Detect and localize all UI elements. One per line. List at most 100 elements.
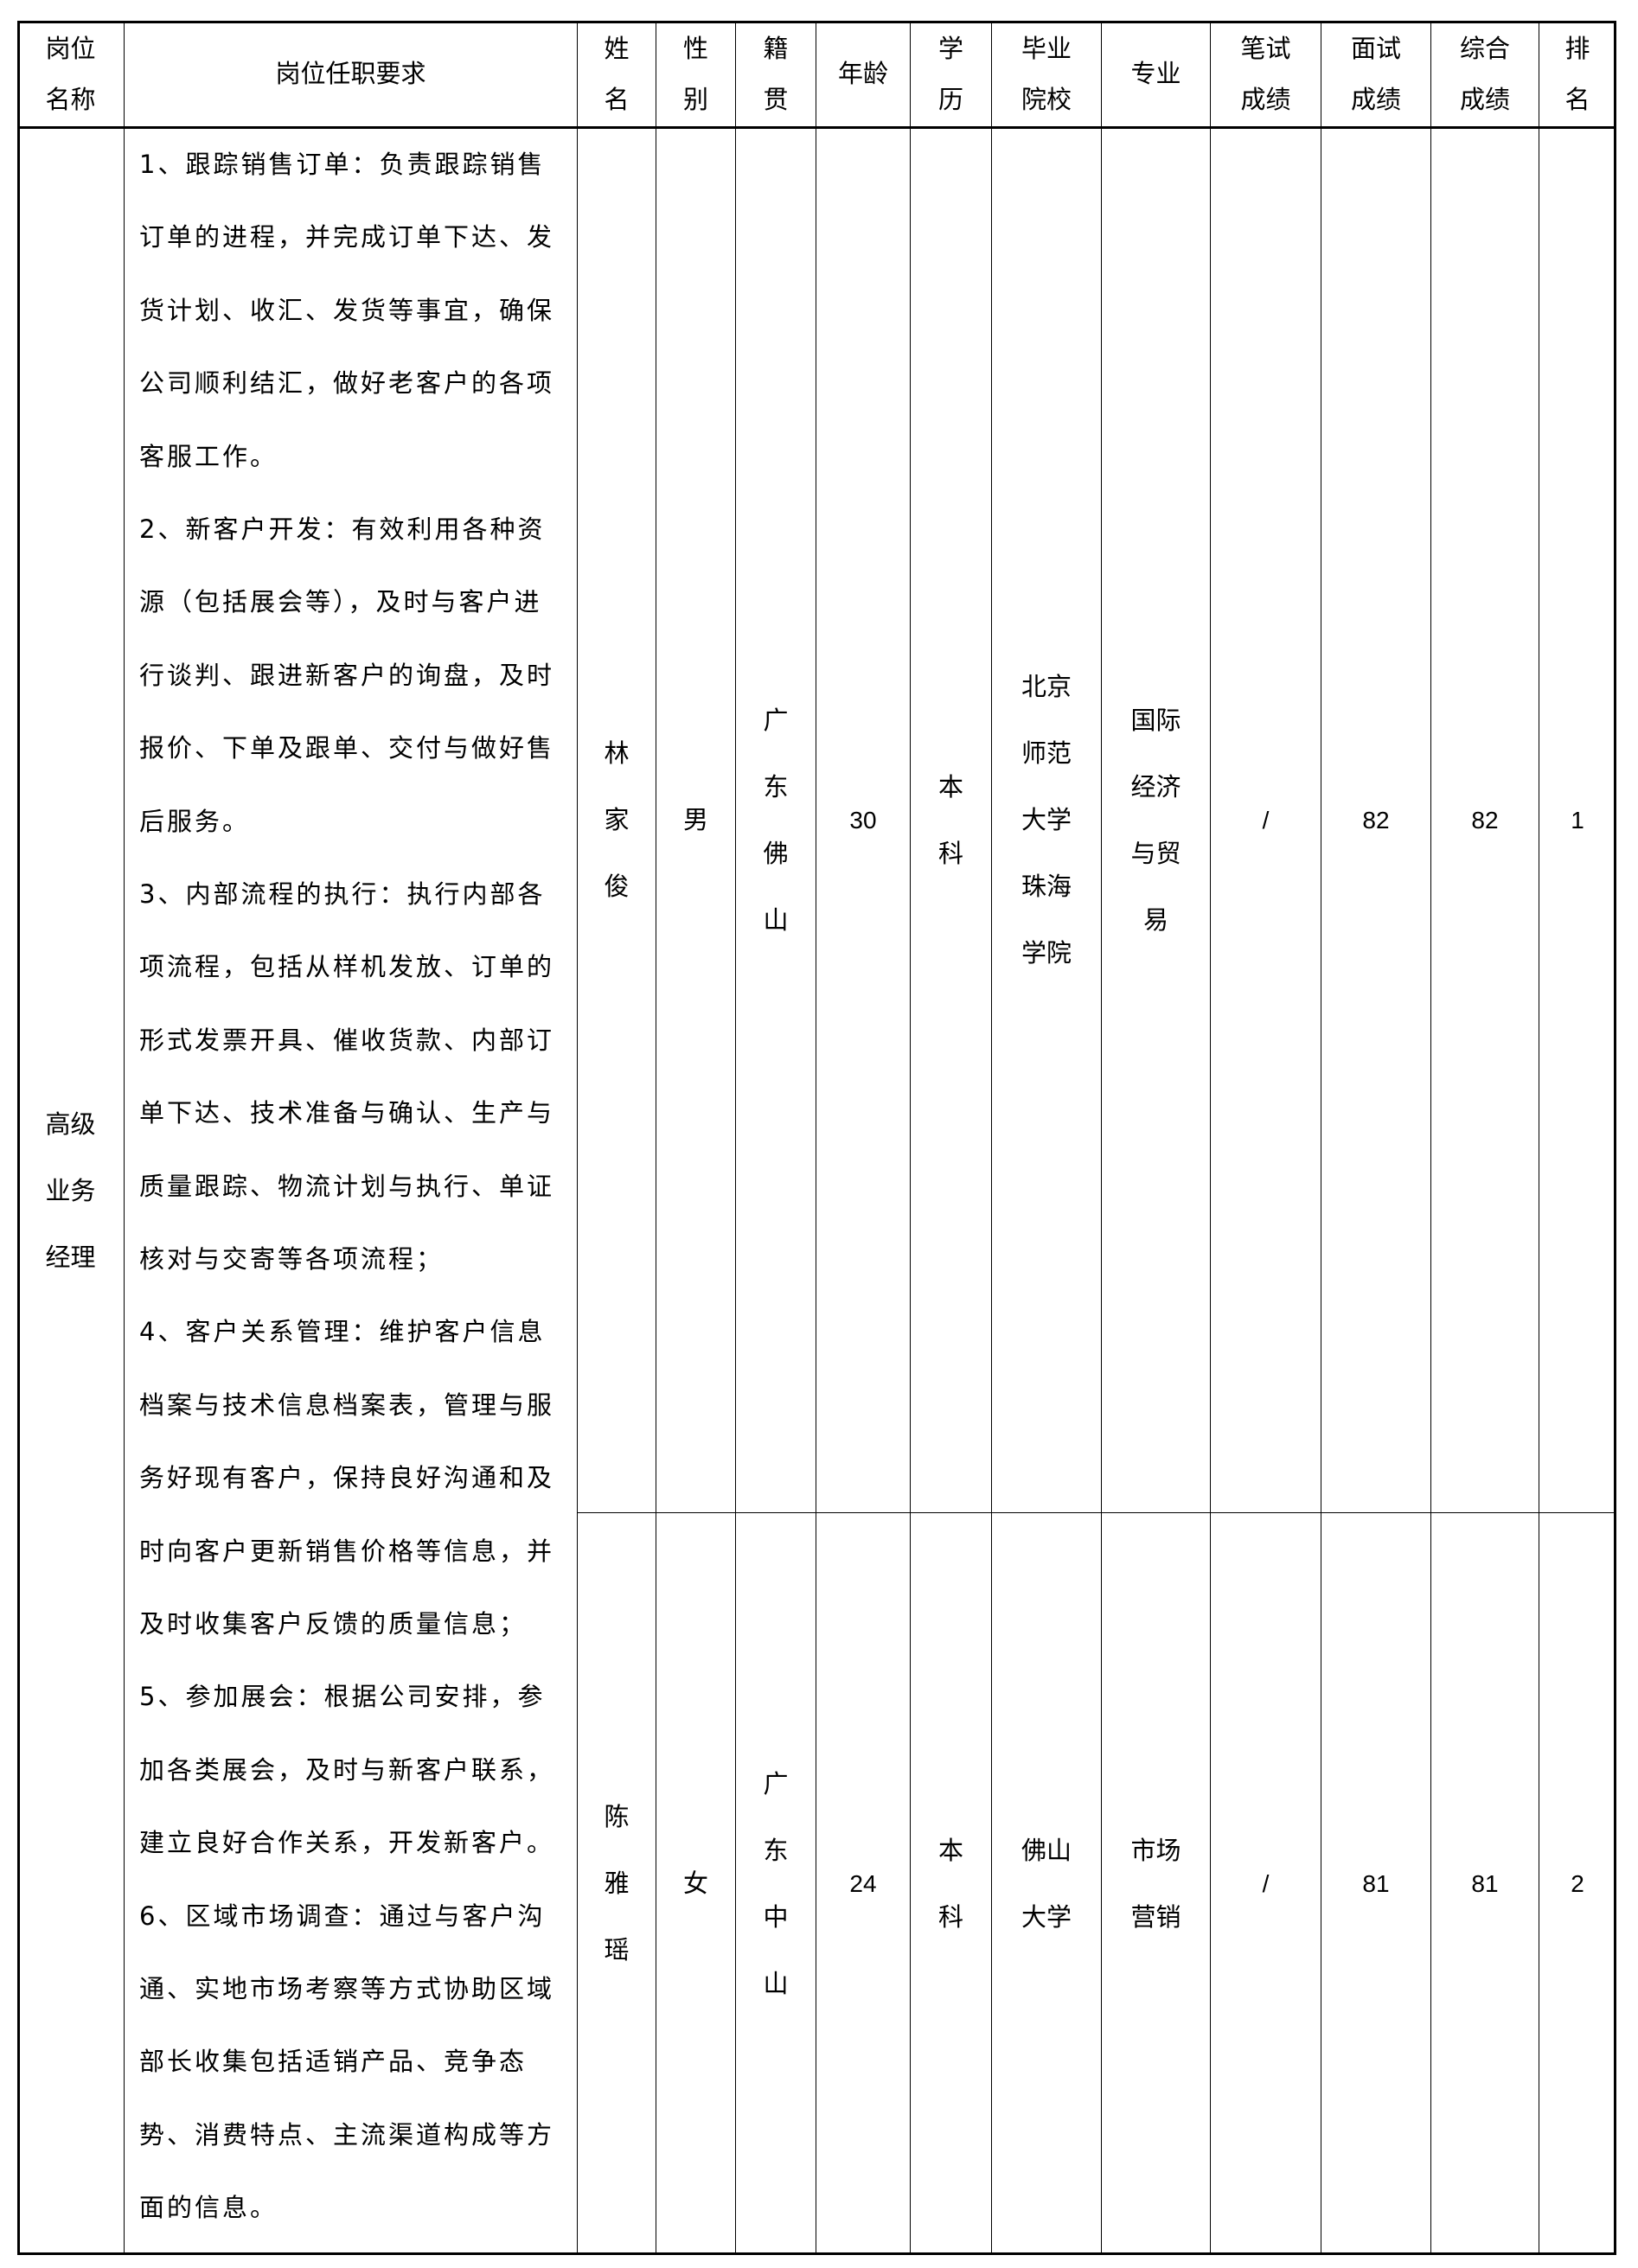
requirement-line: 5、参加展会：根据公司安排，参: [139, 1682, 546, 1712]
requirement-line: 务好现有客户，保持良好沟通和及: [139, 1463, 555, 1493]
row-1-major-text: 易: [1142, 904, 1168, 935]
header-job-requirements: 岗位任职要求: [125, 21, 578, 128]
row-2-gender-text: 女: [682, 1869, 708, 1898]
row-2-name-text: 瑶: [604, 1935, 630, 1965]
row-1-major-text: 国际: [1130, 705, 1181, 735]
requirement-line: 客服工作。: [139, 441, 278, 471]
requirement-line: 势、消费特点、主流渠道构成等方: [139, 2119, 555, 2150]
header-interview-score-text: 成绩: [1350, 84, 1401, 114]
position-cell-text: 高级: [45, 1109, 96, 1139]
row-2-origin-text: 广: [763, 1768, 789, 1798]
row-1-school: 北京 师范 大学 珠海 学院: [992, 128, 1102, 1513]
requirement-line: 核对与交寄等各项流程；: [139, 1244, 445, 1274]
row-2-education-text: 科: [937, 1901, 963, 1932]
header-age-text: 年龄: [837, 59, 888, 88]
row-1-major-text: 经济: [1130, 771, 1181, 802]
header-education-text: 历: [937, 84, 963, 114]
row-2-major-text: 市场: [1130, 1835, 1181, 1865]
requirement-line: 形式发票开具、催收货款、内部订: [139, 1025, 555, 1055]
header-education-text: 学: [937, 33, 963, 63]
requirement-line: 通、实地市场考察等方式协助区域: [139, 1974, 555, 2003]
header-written-score-text: 成绩: [1240, 84, 1291, 114]
row-2-written-text: /: [1262, 1870, 1270, 1897]
row-1-name-text: 林: [604, 738, 630, 768]
header-name-text: 姓: [604, 33, 630, 63]
header-position-name-text: 名称: [45, 84, 96, 114]
requirement-line: 订单的进程，并完成订单下达、发: [139, 222, 555, 252]
row-2-education-text: 本: [937, 1835, 963, 1865]
row-2-school-text: 佛山: [1021, 1835, 1072, 1865]
header-education: 学历: [911, 21, 992, 128]
row-1-school-text: 大学: [1021, 805, 1072, 834]
row-1-origin-text: 山: [763, 904, 789, 935]
row-2-major-text: 营销: [1130, 1901, 1181, 1932]
row-1-written: /: [1211, 128, 1321, 1513]
requirement-line: 后服务。: [139, 806, 251, 836]
row-2-age: 24: [816, 1513, 911, 2255]
row-1-total: 82: [1431, 128, 1539, 1513]
row-1-written-text: /: [1262, 807, 1270, 834]
requirement-line: 项流程，包括从样机发放、订单的: [139, 952, 555, 982]
header-position-name: 岗位 名称: [17, 21, 125, 128]
requirement-line: 建立良好合作关系，开发新客户。: [139, 1828, 555, 1858]
row-1-origin-text: 佛: [763, 838, 789, 868]
header-origin-text: 籍: [763, 33, 789, 63]
row-2-name-text: 雅: [604, 1869, 630, 1898]
header-name: 姓名: [578, 21, 656, 128]
requirement-line: 4、客户关系管理：维护客户信息: [139, 1317, 546, 1347]
row-1-education-text: 科: [937, 838, 963, 868]
position-cell-text: 业务: [45, 1176, 96, 1205]
header-written-score-text: 笔试: [1240, 33, 1291, 63]
header-school-text: 毕业: [1021, 33, 1072, 63]
row-2-origin-text: 中: [763, 1901, 789, 1932]
header-rank: 排名: [1539, 21, 1616, 128]
requirement-line: 质量跟踪、物流计划与执行、单证: [139, 1171, 555, 1201]
row-1-origin-text: 东: [763, 771, 789, 802]
row-1-gender-text: 男: [682, 805, 708, 834]
requirement-line: 加各类展会，及时与新客户联系，: [139, 1754, 555, 1785]
row-2-origin-text: 东: [763, 1835, 789, 1865]
header-major: 专业: [1102, 21, 1211, 128]
row-1-name-text: 俊: [604, 872, 630, 901]
header-written-score: 笔试 成绩: [1211, 21, 1321, 128]
row-2-origin-text: 山: [763, 1968, 789, 1998]
header-school-text: 院校: [1021, 84, 1072, 114]
row-2-interview: 81: [1321, 1513, 1431, 2255]
row-1-total-text: 82: [1471, 807, 1499, 834]
requirement-line: 面的信息。: [139, 2193, 278, 2223]
row-2-gender: 女: [656, 1513, 736, 2255]
row-1-origin: 广东佛山: [736, 128, 816, 1513]
row-1-interview: 82: [1321, 128, 1431, 1513]
row-1-major-text: 与贸: [1130, 838, 1181, 868]
row-2-name-text: 陈: [604, 1802, 630, 1831]
requirement-line: 行谈判、跟进新客户的询盘，及时: [139, 660, 555, 690]
requirement-line: 货计划、收汇、发货等事宜，确保: [139, 295, 555, 325]
row-1-rank: 1: [1539, 128, 1616, 1513]
header-total-score-text: 成绩: [1459, 84, 1510, 114]
requirement-line: 部长收集包括适销产品、竞争态: [139, 2047, 528, 2077]
row-1-education-text: 本: [937, 771, 963, 802]
row-1-interview-text: 82: [1362, 807, 1390, 834]
row-2-education: 本科: [911, 1513, 992, 2255]
requirement-line: 单下达、技术准备与确认、生产与: [139, 1098, 555, 1128]
header-interview-score-text: 面试: [1350, 33, 1401, 63]
row-2-interview-text: 81: [1362, 1870, 1390, 1897]
row-1-education: 本科: [911, 128, 992, 1513]
requirement-line: 及时收集客户反馈的质量信息；: [139, 1609, 528, 1639]
row-1-school-text: 北京: [1021, 672, 1072, 701]
row-2-rank: 2: [1539, 1513, 1616, 2255]
row-2-name: 陈雅瑶: [578, 1513, 656, 2255]
requirement-line: 档案与技术信息档案表，管理与服: [139, 1390, 555, 1420]
header-interview-score: 面试 成绩: [1321, 21, 1431, 128]
header-position-name-text: 岗位: [45, 33, 96, 63]
row-2-age-text: 24: [849, 1870, 877, 1897]
requirement-line: 时向客户更新销售价格等信息，并: [139, 1536, 555, 1566]
row-1-age: 30: [816, 128, 911, 1513]
row-2-total-text: 81: [1471, 1870, 1499, 1897]
row-2-major: 市场 营销: [1102, 1513, 1211, 2255]
row-1-name-text: 家: [604, 805, 630, 834]
header-name-text: 名: [604, 84, 630, 114]
header-job-requirements-text: 岗位任职要求: [275, 59, 426, 88]
header-school: 毕业 院校: [992, 21, 1102, 128]
header-age: 年龄: [816, 21, 911, 128]
